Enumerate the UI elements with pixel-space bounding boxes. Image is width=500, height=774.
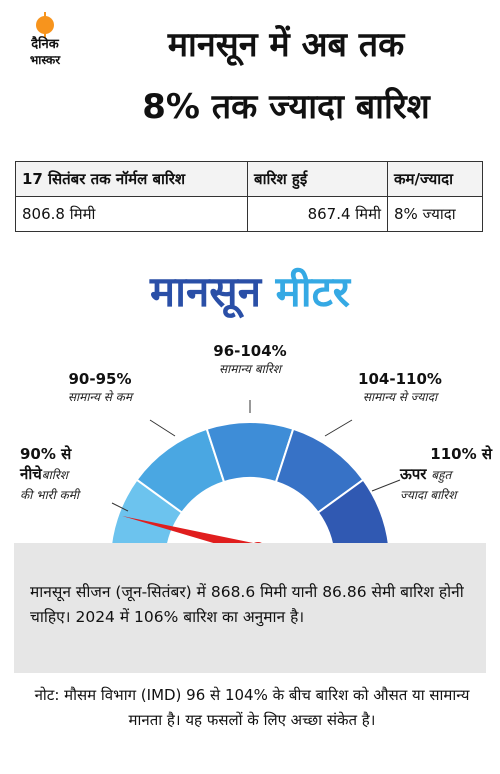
logo-text-line1: दैनिक — [31, 37, 59, 52]
table-header-actual: बारिश हुई — [247, 161, 388, 197]
info-text: मानसून सीजन (जून-सितंबर) में 868.6 मिमी … — [30, 583, 464, 626]
segment-range-104-110: 104-110% — [358, 370, 442, 388]
segment-range-below-90-line1: 90% से — [20, 445, 72, 463]
leader-line — [371, 479, 401, 492]
note-text: नोट: मौसम विभाग (IMD) 96 से 104% के बीच … — [34, 686, 470, 729]
segment-label-above-110: 110% से ऊपर बहुत ज्यादा बारिश — [400, 444, 492, 503]
segment-desc-below-90-line1: बारिश — [41, 468, 68, 482]
segment-label-104-110: 104-110% सामान्य से ज्यादा — [335, 370, 465, 405]
table-cell-normal: 806.8 मिमी — [15, 196, 248, 232]
meter-title-part1: मानसून — [150, 267, 262, 316]
dainik-bhaskar-logo: दैनिक भास्कर — [14, 12, 76, 72]
leader-line — [111, 502, 129, 512]
table-header-normal: 17 सितंबर तक नॉर्मल बारिश — [15, 161, 248, 197]
segment-range-above-110-line1: 110% से — [430, 445, 492, 463]
gauge-segments — [109, 421, 391, 555]
leader-line — [324, 419, 353, 437]
segment-range-90-95: 90-95% — [68, 370, 132, 388]
segment-desc-below-90-line2: की भारी कमी — [20, 488, 80, 502]
rainfall-table: 17 सितंबर तक नॉर्मल बारिश बारिश हुई कम/ज… — [15, 161, 483, 232]
headline-line2: 8% तक ज्यादा बारिश — [142, 87, 430, 127]
segment-desc-96-104: सामान्य बारिश — [219, 362, 281, 376]
table-row: 806.8 मिमी 867.4 मिमी 8% ज्यादा — [15, 196, 483, 232]
table-cell-difference: 8% ज्यादा — [387, 196, 483, 232]
segment-desc-104-110: सामान्य से ज्यादा — [362, 390, 438, 404]
table-header-difference: कम/ज्यादा — [387, 161, 483, 197]
leader-line — [149, 419, 176, 437]
segment-label-96-104: 96-104% सामान्य बारिश — [190, 342, 310, 377]
segment-range-96-104: 96-104% — [213, 342, 287, 360]
segment-desc-above-110-line2: ज्यादा बारिश — [400, 488, 457, 502]
segment-label-90-95: 90-95% सामान्य से कम — [45, 370, 155, 405]
table-cell-actual: 867.4 मिमी — [247, 196, 388, 232]
logo-sun-icon — [36, 16, 54, 34]
segment-label-below-90: 90% से नीचेबारिश की भारी कमी — [20, 444, 130, 503]
headline-line1: मानसून में अब तक — [167, 25, 405, 65]
meter-title: मानसून मीटर — [0, 262, 500, 319]
segment-range-above-110-line2: ऊपर — [400, 465, 427, 483]
segment-range-below-90-line2: नीचे — [20, 465, 42, 483]
info-box — [14, 543, 486, 673]
headline: मानसून में अब तक 8% तक ज्यादा बारिश — [80, 14, 492, 138]
logo-text-line2: भास्कर — [29, 53, 61, 67]
monsoon-meter-gauge — [109, 400, 401, 555]
meter-title-part2: मीटर — [275, 267, 350, 316]
gauge-segment — [316, 478, 391, 555]
table-header-row: 17 सितंबर तक नॉर्मल बारिश बारिश हुई कम/ज… — [15, 161, 483, 197]
segment-desc-90-95: सामान्य से कम — [67, 390, 133, 404]
segment-desc-above-110-line1: बहुत — [431, 468, 452, 482]
gauge-leader-lines — [111, 400, 401, 512]
